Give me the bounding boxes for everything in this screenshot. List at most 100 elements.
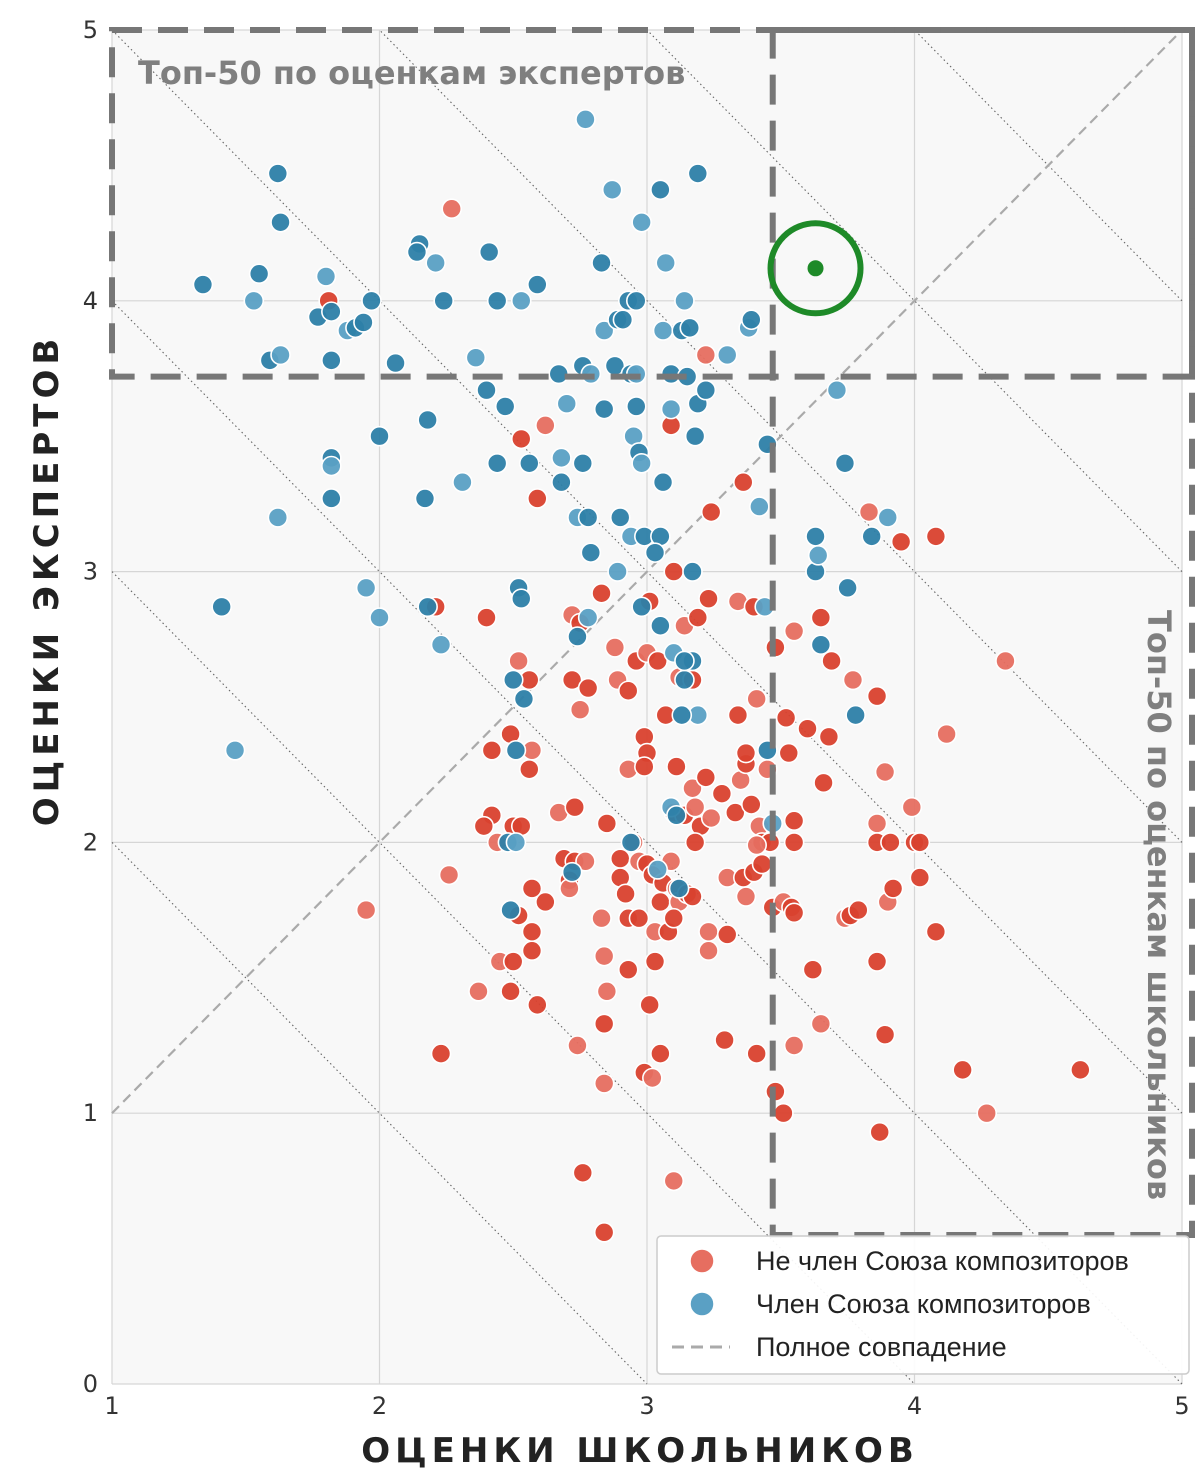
highlighted-point-marker (767, 220, 864, 317)
point-non-member (874, 761, 896, 783)
y-tick-label: 3 (83, 558, 98, 586)
point-member (211, 596, 232, 618)
point-member (486, 452, 508, 474)
point-member (430, 634, 452, 656)
point-non-member (976, 1102, 998, 1124)
point-member (572, 452, 594, 474)
point-member (510, 290, 532, 312)
point-non-member (521, 878, 543, 899)
point-non-member (842, 669, 864, 691)
point-non-member (858, 501, 880, 523)
point-non-member (596, 981, 618, 1002)
point-member (486, 290, 508, 312)
point-non-member (813, 772, 834, 794)
point-non-member (687, 607, 709, 628)
point-member (741, 309, 762, 331)
point-member (810, 634, 832, 656)
point-non-member (880, 832, 901, 853)
sum-guides (111, 29, 1183, 1385)
point-member (652, 320, 674, 341)
point-member (417, 596, 438, 618)
point-non-member (684, 832, 706, 853)
point-member (631, 596, 652, 618)
point-member (682, 561, 703, 582)
point-member (527, 274, 548, 295)
point-non-member (567, 1035, 588, 1056)
point-member (505, 740, 527, 761)
legend: Не член Союза композиторов Член Союза ко… (656, 1235, 1190, 1375)
point-non-member (716, 924, 738, 945)
point-member (243, 290, 265, 312)
point-member (267, 507, 289, 528)
point-non-member (663, 561, 685, 582)
point-non-member (561, 669, 583, 691)
sum-guide-line (111, 571, 915, 1385)
point-non-member (810, 1013, 832, 1035)
point-non-member (925, 526, 947, 547)
point-non-member (663, 1170, 685, 1192)
point-non-member (866, 813, 888, 834)
point-member (652, 471, 674, 493)
point-non-member (647, 650, 669, 672)
point-member (609, 507, 631, 528)
point-member (315, 266, 337, 287)
point-member (612, 309, 634, 331)
point-member (805, 526, 826, 547)
point-member (660, 398, 682, 420)
sum-guide-line (111, 842, 648, 1385)
point-non-member (684, 796, 706, 818)
point-non-member (746, 1043, 767, 1064)
point-non-member (617, 959, 639, 980)
point-non-member (797, 718, 818, 739)
point-member (684, 425, 706, 447)
point-non-member (430, 1043, 452, 1064)
point-non-member (593, 1073, 615, 1094)
point-member (369, 425, 390, 447)
point-non-member (936, 723, 957, 745)
point-non-member (468, 981, 489, 1002)
point-non-member (866, 951, 888, 972)
point-member (321, 488, 342, 509)
point-non-member (604, 637, 626, 658)
point-non-member (441, 198, 463, 220)
legend-label-member: Член Союза композиторов (756, 1289, 1091, 1319)
point-non-member (735, 886, 757, 907)
point-member (861, 526, 883, 547)
legend-marker-non-member (689, 1248, 715, 1274)
point-non-member (527, 994, 548, 1016)
point-non-member (438, 864, 460, 886)
top-students-zone (769, 27, 1195, 1239)
point-non-member (355, 899, 377, 921)
sum-guide-line (111, 300, 1183, 1385)
point-member (502, 669, 524, 691)
point-non-member (564, 796, 586, 818)
point-non-member (909, 832, 931, 853)
point-non-member (500, 981, 521, 1002)
point-member (674, 650, 695, 672)
point-member (607, 561, 628, 582)
point-non-member (527, 488, 548, 509)
point-non-member (952, 1059, 973, 1081)
point-member (591, 252, 612, 274)
point-member (417, 409, 438, 431)
point-non-member (521, 921, 543, 943)
point-non-member (714, 1029, 735, 1051)
point-member (551, 447, 572, 469)
point-member (248, 263, 270, 285)
point-non-member (535, 415, 556, 436)
highlight-ring (767, 220, 864, 317)
point-non-member (628, 907, 650, 929)
point-non-member (575, 851, 596, 872)
point-member (494, 396, 516, 417)
perfect-match-line (111, 29, 1183, 1114)
x-tick-label: 5 (1174, 1392, 1189, 1420)
point-member (834, 452, 856, 474)
point-non-member (644, 951, 666, 972)
y-tick-label: 5 (83, 16, 98, 44)
point-member (567, 626, 588, 647)
point-member (655, 252, 677, 274)
point-member (353, 312, 374, 333)
point-non-member (535, 891, 556, 913)
point-non-member (995, 650, 1016, 672)
point-non-member (596, 813, 618, 834)
